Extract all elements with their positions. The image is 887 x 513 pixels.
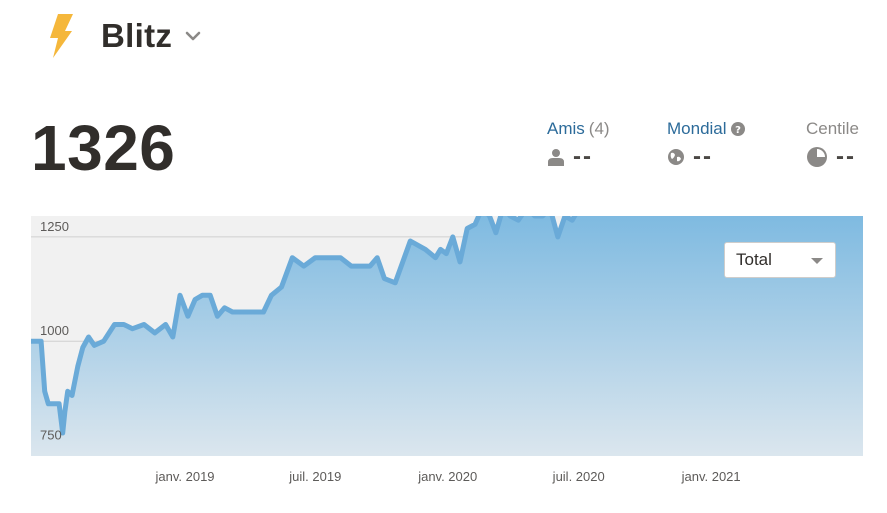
percentile-value: --	[836, 143, 856, 170]
y-tick-label: 750	[40, 428, 62, 443]
percentile-stat: Centile --	[806, 118, 859, 169]
rating-history-chart: 750 1000 1250 Total	[31, 216, 863, 456]
x-tick-label: janv. 2021	[681, 469, 741, 484]
y-tick-label: 1000	[40, 323, 69, 338]
person-icon	[548, 149, 564, 166]
percentile-label: Centile	[806, 119, 859, 138]
friends-rank-stat: Amis (4) --	[547, 118, 610, 169]
range-select-value: Total	[736, 250, 772, 269]
global-rank-value: --	[693, 143, 713, 170]
globe-icon	[668, 149, 684, 165]
x-tick-label: juil. 2019	[289, 469, 342, 484]
caret-down-icon	[811, 258, 823, 264]
x-tick-label: juil. 2020	[552, 469, 605, 484]
mode-header[interactable]: Blitz	[47, 14, 202, 58]
y-tick-label: 1250	[40, 219, 69, 234]
pie-icon	[807, 147, 827, 167]
chevron-down-icon[interactable]	[184, 27, 202, 45]
global-link[interactable]: Mondial	[667, 119, 727, 138]
mode-title: Blitz	[101, 17, 173, 54]
x-tick-label: janv. 2020	[418, 469, 478, 484]
global-rank-stat: Mondial ? --	[667, 118, 745, 169]
rating-area-fill	[31, 216, 863, 456]
x-tick-label: janv. 2019	[155, 469, 215, 484]
rating-line	[31, 216, 578, 436]
friends-count: (4)	[588, 119, 610, 138]
svg-text:?: ?	[735, 125, 741, 136]
question-circle-icon[interactable]: ?	[730, 122, 745, 136]
lightning-bolt-icon	[50, 14, 73, 58]
range-select[interactable]: Total	[724, 242, 836, 278]
current-rating: 1326	[31, 112, 176, 184]
friends-link[interactable]: Amis	[547, 119, 585, 138]
friends-rank-value: --	[573, 143, 593, 170]
